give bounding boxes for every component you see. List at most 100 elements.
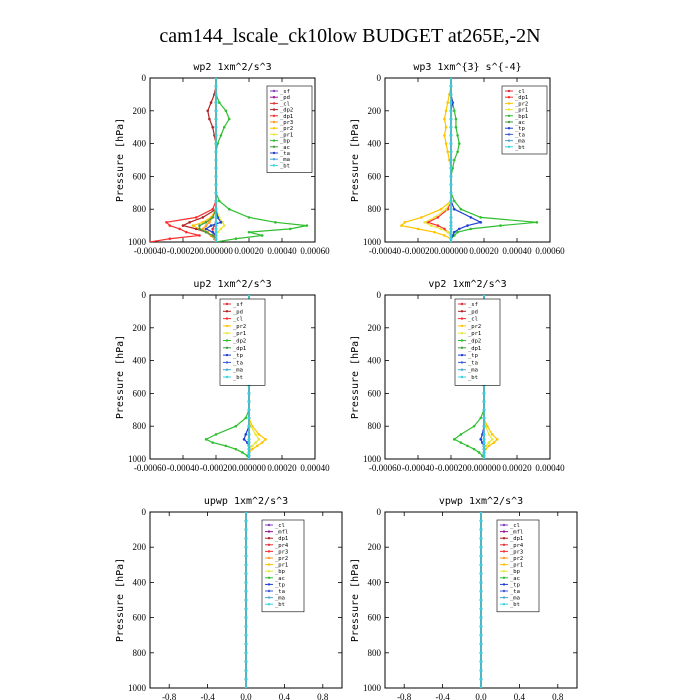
- legend-entry: _ma: [468, 368, 478, 374]
- data-point: [214, 433, 218, 436]
- legend-entry: _bt: [468, 375, 478, 381]
- data-point: [457, 142, 461, 145]
- legend: _sf_pd_cl_dp2_dp1_pr3_pr2_pr1_bp_ac_ta_m…: [266, 85, 313, 173]
- x-tick-label: 0.8: [317, 692, 329, 700]
- data-point: [446, 150, 450, 154]
- legend-entry: _dp1: [510, 536, 523, 542]
- legend-marker: [225, 361, 229, 364]
- data-point: [403, 221, 407, 224]
- legend-marker: [460, 317, 464, 320]
- data-point: [204, 227, 208, 231]
- data-point: [247, 424, 251, 428]
- legend-marker: [267, 570, 271, 573]
- legend-entry: _ta: [280, 151, 290, 157]
- legend-entry: _bt: [280, 163, 290, 169]
- data-point: [214, 117, 218, 121]
- data-point: [244, 554, 248, 558]
- data-point: [436, 224, 440, 227]
- legend-entry: _pr2: [275, 556, 288, 562]
- data-point: [443, 234, 446, 237]
- y-tick-label: 200: [368, 542, 382, 552]
- data-point: [214, 101, 218, 104]
- data-point: [439, 227, 443, 231]
- legend-marker: [502, 530, 506, 533]
- chart-panel-5: upwp 1xm^2/s^3 0 200 400 600 800 1000 -0.8 -0.4 0…: [115, 496, 343, 700]
- data-point: [479, 589, 483, 593]
- data-point: [211, 441, 214, 444]
- data-point: [257, 438, 261, 441]
- data-point: [482, 424, 486, 428]
- data-point: [449, 230, 453, 234]
- y-tick-label: 0: [377, 507, 382, 517]
- data-point: [244, 433, 247, 436]
- x-tick-label: -0.8: [397, 692, 412, 700]
- legend-marker: [225, 317, 229, 320]
- data-point: [208, 221, 211, 224]
- y-axis-label: Pressure [hPa]: [350, 118, 361, 202]
- chart-panel-6: vpwp 1xm^2/s^3 0 200 400 600 800 1000 -0.8 -0.4 0…: [350, 496, 578, 700]
- data-point: [214, 216, 218, 219]
- data-point: [227, 117, 231, 121]
- data-point: [211, 230, 214, 234]
- data-point: [305, 224, 309, 227]
- data-point: [244, 686, 248, 688]
- x-tick-label: -0.00020: [402, 246, 435, 256]
- y-tick-label: 600: [368, 171, 382, 181]
- legend-entry: _ma: [280, 157, 290, 163]
- y-tick-label: 400: [368, 577, 382, 587]
- legend-marker: [460, 339, 464, 342]
- data-point: [479, 545, 483, 549]
- data-point: [211, 125, 214, 129]
- data-point: [449, 142, 453, 145]
- y-tick-label: 600: [133, 171, 147, 181]
- data-point: [206, 109, 210, 113]
- data-point: [244, 660, 248, 663]
- legend-marker: [507, 120, 511, 124]
- data-point: [479, 677, 483, 681]
- data-point: [244, 677, 248, 681]
- y-tick-label: 0: [377, 290, 382, 300]
- data-point: [214, 227, 218, 231]
- legend-marker: [272, 164, 276, 167]
- legend-entry: _pr3: [275, 549, 288, 555]
- data-point: [244, 563, 248, 567]
- panel-title: upwp 1xm^2/s^3: [204, 496, 288, 507]
- data-point: [247, 444, 251, 448]
- data-point: [479, 216, 483, 219]
- legend-entry: _ta: [468, 360, 478, 366]
- data-point: [288, 227, 292, 231]
- data-point: [188, 221, 191, 224]
- legend-entry: _pr3: [280, 120, 293, 126]
- legend: _sf_pd _cl_pr2_pr1 _dp2_dp1_tp_ta _ma_bt: [219, 298, 266, 386]
- data-point: [479, 625, 483, 628]
- data-point: [222, 224, 226, 227]
- legend-marker: [267, 563, 271, 566]
- legend-entry: _ta: [510, 589, 520, 595]
- legend-entry: _dp2: [233, 339, 246, 345]
- y-axis-label: Pressure [hPa]: [115, 335, 126, 419]
- data-point: [251, 447, 254, 451]
- panel-title: vp2 1xm^2/s^3: [428, 279, 506, 290]
- data-point: [449, 191, 453, 195]
- data-point: [449, 183, 453, 186]
- legend-entry: _sf: [280, 89, 290, 95]
- legend-marker: [225, 346, 229, 349]
- data-point: [449, 101, 453, 104]
- data-point: [244, 528, 248, 531]
- legend-entry: _bp: [275, 569, 285, 575]
- legend-entry: _dp1: [275, 536, 288, 542]
- data-point: [244, 581, 248, 584]
- legend-marker: [225, 324, 229, 328]
- legend-marker: [460, 368, 464, 371]
- data-point: [214, 199, 218, 203]
- legend-entry: _pr2: [233, 324, 246, 330]
- data-point: [201, 216, 205, 219]
- data-point: [444, 109, 448, 113]
- legend-entry: _tp: [233, 353, 243, 359]
- x-tick-label: 0.00040: [535, 463, 565, 473]
- legend-entry: _tp: [275, 582, 285, 588]
- data-point: [469, 227, 473, 231]
- y-tick-label: 200: [133, 542, 147, 552]
